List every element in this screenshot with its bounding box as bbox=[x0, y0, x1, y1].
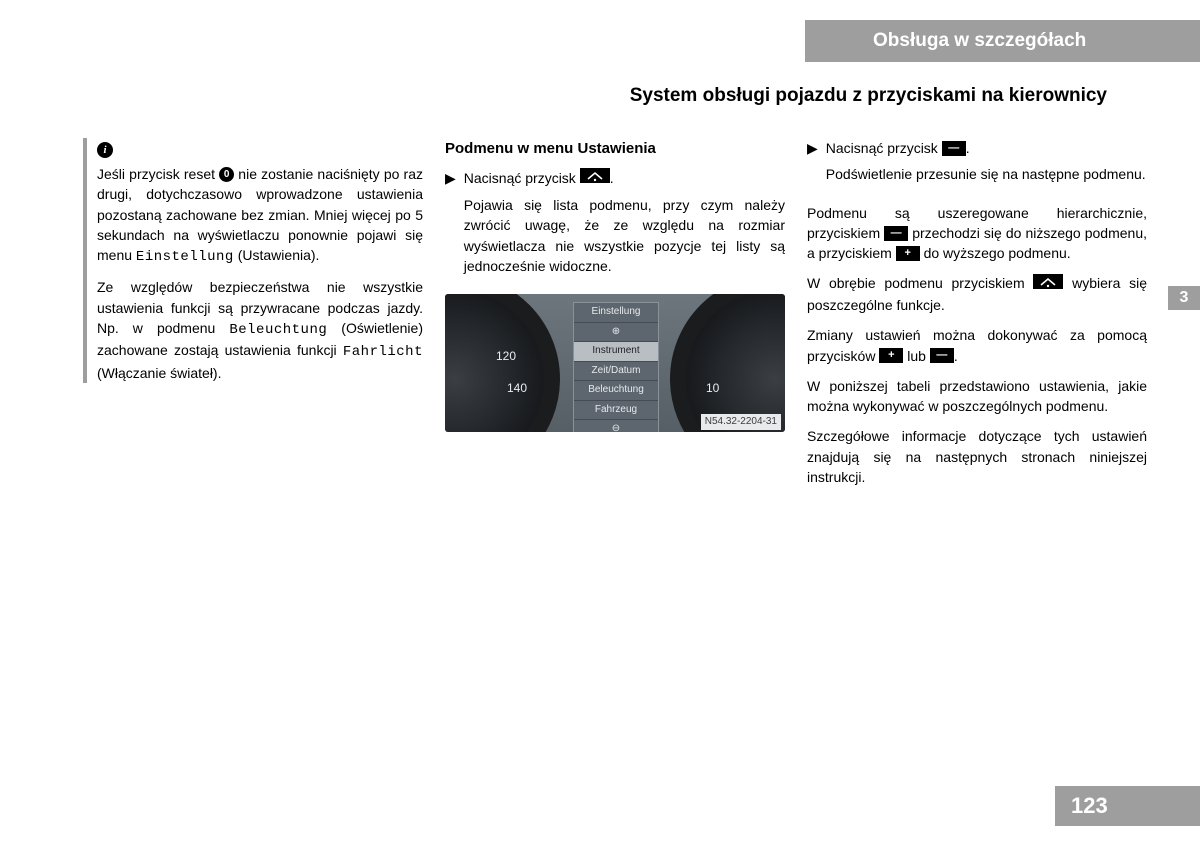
info-note: i Jeśli przycisk reset 0 nie zostanie na… bbox=[83, 138, 423, 383]
minus-button-icon: — bbox=[884, 226, 908, 241]
submenu-heading: Podmenu w menu Ustawienia bbox=[445, 138, 785, 160]
step-description: Podświetlenie przesunie się na następne … bbox=[826, 164, 1147, 184]
section-title: System obsługi pojazdu z przyciskami na … bbox=[630, 85, 1107, 107]
text: . bbox=[966, 140, 970, 156]
menu-row-highlighted: Instrument bbox=[574, 342, 658, 362]
plus-button-icon: + bbox=[879, 348, 903, 363]
column-1: i Jeśli przycisk reset 0 nie zostanie na… bbox=[83, 138, 423, 497]
page-number-tab: 123 bbox=[1055, 786, 1200, 826]
menu-row: Beleuchtung bbox=[574, 381, 658, 401]
menu-row: Einstellung bbox=[574, 303, 658, 323]
column-2: Podmenu w menu Ustawienia ▶ Nacisnąć prz… bbox=[445, 138, 785, 497]
page-content: i Jeśli przycisk reset 0 nie zostanie na… bbox=[83, 138, 1150, 497]
step-body: Nacisnąć przycisk —. Podświetlenie przes… bbox=[826, 138, 1147, 195]
menu-row: Zeit/Datum bbox=[574, 362, 658, 382]
text: Zmiany ustawień można dokonywać za pomoc… bbox=[807, 327, 1147, 363]
text: Nacisnąć przycisk bbox=[464, 170, 580, 186]
page-number: 123 bbox=[1071, 793, 1108, 819]
gauge-tick: 140 bbox=[507, 380, 527, 397]
text: W obrębie podmenu przyciskiem bbox=[807, 275, 1033, 291]
paragraph: Podmenu są uszeregowane hierarchicznie, … bbox=[807, 203, 1147, 264]
gauge-tick: 120 bbox=[496, 348, 516, 365]
minus-button-icon: — bbox=[930, 348, 954, 363]
instruction-step: ▶ Nacisnąć przycisk —. Podświetlenie prz… bbox=[807, 138, 1147, 195]
text: Jeśli przycisk reset bbox=[97, 166, 219, 182]
step-description: Pojawia się lista podmenu, przy czym nal… bbox=[464, 195, 785, 276]
text: (Włączanie świateł). bbox=[97, 365, 221, 381]
column-3: ▶ Nacisnąć przycisk —. Podświetlenie prz… bbox=[807, 138, 1147, 497]
plus-button-icon: + bbox=[896, 246, 920, 261]
reset-button-badge-icon: 0 bbox=[219, 167, 234, 182]
step-body: Nacisnąć przycisk . Pojawia się lista po… bbox=[464, 168, 785, 287]
text: do wyższego podmenu. bbox=[924, 245, 1071, 261]
step-arrow-icon: ▶ bbox=[445, 168, 456, 287]
step-arrow-icon: ▶ bbox=[807, 138, 818, 195]
text: . bbox=[954, 348, 958, 364]
scroll-button-icon bbox=[580, 168, 610, 188]
text: . bbox=[610, 170, 614, 186]
section-number-tab: 3 bbox=[1168, 286, 1200, 310]
instruction-step: ▶ Nacisnąć przycisk . Pojawia się lista … bbox=[445, 168, 785, 287]
menu-name-mono: Einstellung bbox=[136, 249, 234, 265]
paragraph: Szczegółowe informacje dotyczące tych us… bbox=[807, 426, 1147, 487]
menu-row: Fahrzeug bbox=[574, 401, 658, 421]
paragraph: W poniższej tabeli przedstawiono ustawie… bbox=[807, 376, 1147, 417]
image-reference-code: N54.32-2204-31 bbox=[701, 414, 781, 431]
menu-name-mono: Fahrlicht bbox=[343, 344, 423, 360]
chapter-title: Obsługa w szczegółach bbox=[873, 30, 1086, 52]
text: lub bbox=[907, 348, 930, 364]
text: Nacisnąć przycisk bbox=[826, 140, 942, 156]
scroll-button-icon bbox=[1033, 274, 1063, 294]
paragraph: W obrębie podmenu przyciskiem wybiera si… bbox=[807, 273, 1147, 315]
speedometer-gauge: 120 140 bbox=[445, 294, 560, 432]
chapter-title-tab: Obsługa w szczegółach bbox=[805, 20, 1200, 62]
menu-row: ⊖ bbox=[574, 420, 658, 432]
section-number: 3 bbox=[1180, 289, 1189, 307]
minus-button-icon: — bbox=[942, 141, 966, 156]
tachometer-gauge: 10 bbox=[670, 294, 785, 432]
note-paragraph-1: Jeśli przycisk reset 0 nie zostanie naci… bbox=[97, 164, 423, 267]
text: (Ustawienia). bbox=[238, 247, 320, 263]
menu-name-mono: Beleuchtung bbox=[229, 322, 327, 338]
note-paragraph-2: Ze względów bezpieczeństwa nie wszystkie… bbox=[97, 277, 423, 382]
display-menu-panel: Einstellung ⊕ Instrument Zeit/Datum Bele… bbox=[573, 302, 659, 432]
gauge-tick: 10 bbox=[706, 380, 719, 397]
dashboard-illustration: 120 140 10 Einstellung ⊕ Instrument Zeit… bbox=[445, 294, 785, 432]
menu-row: ⊕ bbox=[574, 323, 658, 343]
info-icon: i bbox=[97, 142, 113, 158]
paragraph: Zmiany ustawień można dokonywać za pomoc… bbox=[807, 325, 1147, 366]
